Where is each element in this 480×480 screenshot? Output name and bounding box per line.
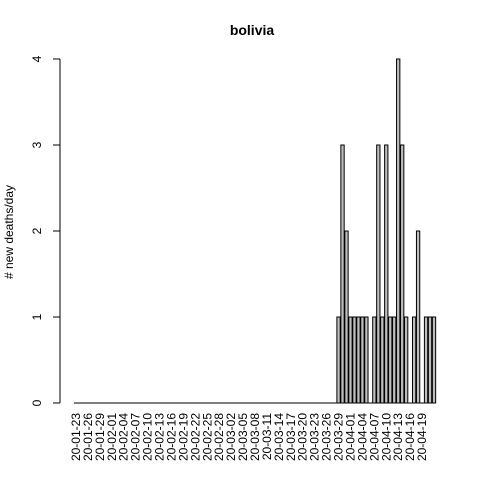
bar xyxy=(428,317,431,403)
bar xyxy=(432,317,435,403)
bar xyxy=(345,231,348,403)
bar xyxy=(349,317,352,403)
y-tick-label: 3 xyxy=(30,141,44,148)
bar xyxy=(393,317,396,403)
bar xyxy=(416,231,419,403)
y-tick-label: 1 xyxy=(30,313,44,320)
bar xyxy=(353,317,356,403)
x-axis: 20-01-2320-01-2620-01-2920-02-0120-02-04… xyxy=(69,413,429,461)
x-tick-label: 20-04-19 xyxy=(415,413,429,461)
bar xyxy=(381,317,384,403)
bar xyxy=(397,59,400,403)
y-axis-label: # new deaths/day xyxy=(2,185,16,279)
bars xyxy=(74,59,435,403)
bar xyxy=(341,145,344,403)
y-axis: 0 1 2 3 4 xyxy=(30,55,60,406)
bar xyxy=(405,317,408,403)
bar xyxy=(401,145,404,403)
chart-title: bolivia xyxy=(230,22,275,38)
y-tick-label: 2 xyxy=(30,227,44,234)
y-tick-label: 0 xyxy=(30,399,44,406)
bar xyxy=(357,317,360,403)
bar xyxy=(365,317,368,403)
bar xyxy=(385,145,388,403)
y-tick-label: 4 xyxy=(30,55,44,62)
bar xyxy=(337,317,340,403)
bar xyxy=(373,317,376,403)
bar xyxy=(389,317,392,403)
bar xyxy=(377,145,380,403)
bar xyxy=(361,317,364,403)
bar xyxy=(424,317,427,403)
bar xyxy=(412,317,415,403)
